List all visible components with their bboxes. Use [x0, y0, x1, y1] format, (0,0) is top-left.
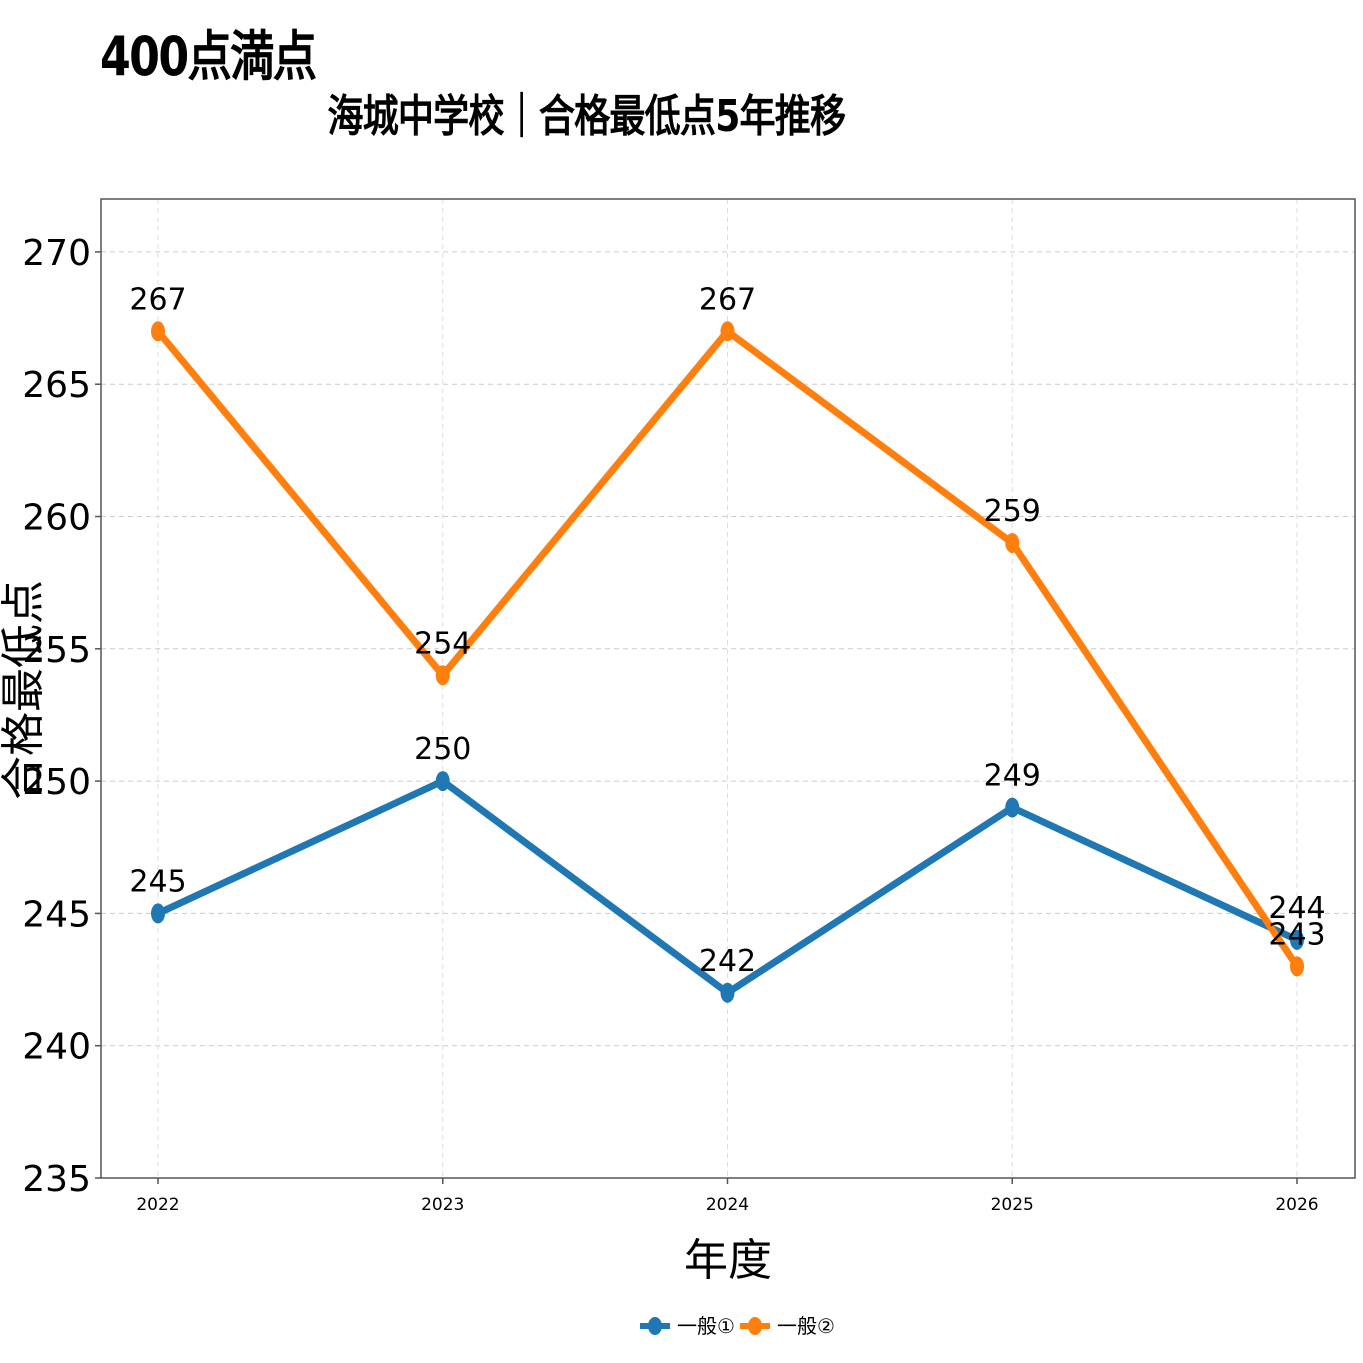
- y-tick-label: 265: [22, 365, 91, 406]
- data-point: [1005, 532, 1020, 553]
- x-tick-label: 2023: [421, 1195, 464, 1215]
- chart-title: 海城中学校｜合格最低点5年推移: [327, 91, 846, 142]
- legend: 一般① 一般②: [640, 1314, 835, 1338]
- x-tick-label: 2022: [136, 1195, 179, 1215]
- data-label: 249: [984, 759, 1041, 794]
- data-label: 245: [129, 864, 186, 899]
- data-point: [435, 665, 450, 686]
- x-axis-label: 年度: [684, 1235, 772, 1286]
- x-tick-label: 2024: [706, 1195, 749, 1215]
- legend-label-2: 一般②: [777, 1314, 835, 1338]
- y-axis-label: 合格最低点: [0, 580, 49, 800]
- x-tick-layer: 2022 2023 2024 2025 2026: [136, 1178, 1319, 1215]
- y-tick-label: 250: [22, 762, 91, 803]
- series-layer: [151, 321, 1304, 1003]
- data-point: [720, 321, 735, 342]
- data-point: [435, 771, 450, 792]
- data-label: 244: [1268, 891, 1325, 926]
- data-label: 242: [699, 944, 756, 979]
- data-point: [720, 982, 735, 1003]
- data-label: 267: [699, 282, 756, 317]
- data-label: 243: [1268, 917, 1325, 952]
- x-tick-label: 2026: [1275, 1195, 1318, 1215]
- data-point: [151, 903, 165, 924]
- data-point: [1290, 956, 1304, 977]
- legend-label-1: 一般①: [677, 1314, 735, 1338]
- y-tick-label: 235: [22, 1159, 91, 1200]
- data-label: 259: [984, 494, 1041, 529]
- x-tick-label: 2025: [991, 1195, 1034, 1215]
- data-label: 250: [414, 732, 471, 767]
- legend-swatch-marker: [748, 1317, 762, 1335]
- data-label: 254: [414, 626, 471, 661]
- y-tick-layer: 235 240 245 250 255 260 265 270: [22, 233, 101, 1200]
- data-label-layer: 245 250 242 249 244 267 254 267 259 243: [129, 282, 1325, 978]
- y-tick-label: 240: [22, 1027, 91, 1068]
- data-point: [1005, 797, 1020, 818]
- data-label: 267: [129, 282, 186, 317]
- grid-layer: [101, 199, 1355, 1178]
- y-tick-label: 270: [22, 233, 91, 274]
- y-tick-label: 255: [22, 630, 91, 671]
- legend-swatch-marker: [648, 1317, 662, 1335]
- corner-note: 400点満点: [100, 25, 317, 88]
- y-tick-label: 245: [22, 894, 91, 935]
- data-point: [151, 321, 165, 342]
- y-tick-label: 260: [22, 498, 91, 539]
- data-point: [1290, 929, 1304, 950]
